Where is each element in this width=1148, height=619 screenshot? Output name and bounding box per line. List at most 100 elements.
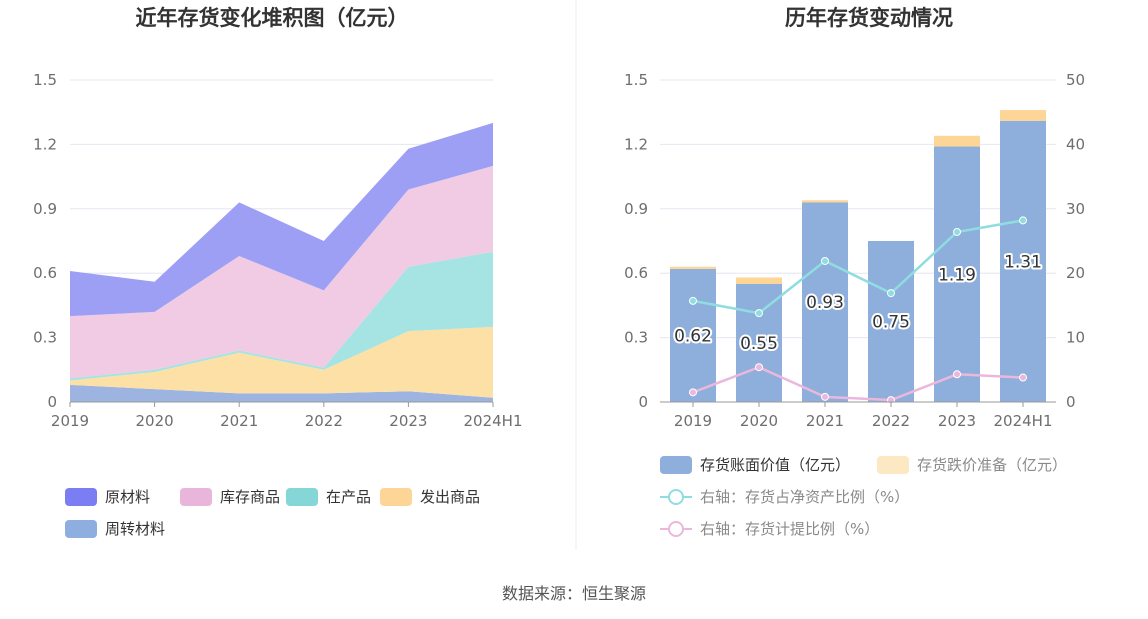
data-source-note: 数据来源：恒生聚源	[501, 584, 646, 603]
left-y-tick-label: 1.2	[33, 135, 57, 153]
right-y-tick-label: 0.3	[624, 329, 648, 347]
bar-存货账面价值（亿元）	[934, 146, 980, 402]
area-原材料	[70, 122, 493, 317]
bar-存货账面价值（亿元）	[868, 241, 914, 402]
line-point-右轴：存货占净资产比例（%）	[887, 289, 895, 298]
area-在产品	[70, 251, 493, 381]
right-y2-tick-label: 30	[1066, 200, 1085, 218]
inventory-bar-line-chart: 历年存货变动情况 0.62 0.55 0.93 0.75 1.19 1.31 0 0.3 0.…	[624, 6, 1085, 538]
left-x-axis: 2019 2020 2021 2022 2023 2024H1	[51, 401, 523, 430]
right-line-series	[689, 216, 1027, 405]
bar-存货跌价准备（亿元）	[1000, 110, 1046, 121]
legend-label-存货账面价值（亿元）: 存货账面价值（亿元）	[700, 456, 850, 474]
legend-swatch-在产品	[286, 488, 318, 506]
line-point-右轴：存货计提比例（%）	[689, 388, 697, 397]
right-x-tick-label: 2019	[674, 412, 712, 430]
bar-value-label: 0.93	[806, 293, 844, 313]
left-y-tick-label: 0.6	[33, 264, 57, 282]
bar-存货跌价准备（亿元）	[802, 200, 848, 203]
right-y-tick-label: 1.5	[624, 71, 648, 89]
right-y-tick-label: 0	[638, 393, 648, 411]
bar-存货跌价准备（亿元）	[736, 277, 782, 284]
legend-swatch-发出商品	[380, 488, 412, 506]
legend-label-右轴：存货占净资产比例（%）: 右轴：存货占净资产比例（%）	[700, 488, 909, 506]
right-y2-tick-label: 0	[1066, 393, 1076, 411]
right-x-tick-label: 2023	[938, 412, 976, 430]
area-库存商品	[70, 165, 493, 379]
legend-swatch-存货账面价值（亿元）	[660, 456, 692, 474]
right-x-tick-label: 2024H1	[994, 412, 1053, 430]
bar-存货账面价值（亿元）	[736, 283, 782, 402]
line-point-右轴：存货计提比例（%）	[821, 392, 829, 401]
line-point-右轴：存货计提比例（%）	[953, 370, 961, 379]
left-x-tick-label: 2020	[136, 412, 174, 430]
right-y2-tick-label: 50	[1066, 71, 1085, 89]
bar-存货账面价值（亿元）	[802, 202, 848, 402]
line-point-右轴：存货计提比例（%）	[1019, 373, 1027, 382]
right-x-axis: 2019 2020 2021 2022 2023 2024H1	[660, 401, 1056, 430]
legend-label-原材料: 原材料	[105, 488, 150, 506]
line-point-右轴：存货占净资产比例（%）	[755, 309, 763, 318]
left-y-tick-label: 0.9	[33, 200, 57, 218]
bar-value-label: 0.75	[872, 313, 910, 333]
right-y-axis-right: 0 10 20 30 40 50	[1066, 71, 1085, 411]
right-legend: 存货账面价值（亿元） 存货跌价准备（亿元） 右轴：存货占净资产比例（%） 右轴：存货计…	[660, 456, 1067, 538]
left-x-tick-label: 2021	[220, 412, 258, 430]
legend-label-库存商品: 库存商品	[220, 488, 280, 506]
left-y-tick-label: 1.5	[33, 71, 57, 89]
left-y-axis: 0 0.3 0.6 0.9 1.2 1.5	[33, 71, 57, 411]
left-x-tick-label: 2024H1	[464, 412, 523, 430]
right-y-tick-label: 0.6	[624, 264, 648, 282]
bar-存货账面价值（亿元）	[670, 268, 716, 402]
legend-marker-右轴：存货占净资产比例（%）	[668, 489, 684, 505]
legend-swatch-存货跌价准备（亿元）	[877, 456, 909, 474]
right-y2-tick-label: 20	[1066, 264, 1085, 282]
bar-value-label: 0.62	[674, 326, 712, 346]
right-bar-series	[670, 110, 1046, 402]
left-x-tick-label: 2022	[305, 412, 343, 430]
right-x-tick-label: 2020	[740, 412, 778, 430]
right-y2-tick-label: 10	[1066, 329, 1085, 347]
right-chart-title: 历年存货变动情况	[785, 6, 953, 30]
left-x-tick-label: 2023	[389, 412, 427, 430]
left-y-tick-label: 0	[47, 393, 57, 411]
bar-存货跌价准备（亿元）	[670, 266, 716, 269]
stacked-area-chart: 近年存货变化堆积图（亿元） 00.30.60.91.21.5 2019 2020 2…	[33, 6, 523, 538]
line-point-右轴：存货占净资产比例（%）	[1019, 216, 1027, 225]
legend-label-发出商品: 发出商品	[420, 488, 480, 506]
legend-swatch-库存商品	[180, 488, 212, 506]
right-x-tick-label: 2021	[806, 412, 844, 430]
left-y-tick-label: 0.3	[33, 329, 57, 347]
right-x-tick-label: 2022	[872, 412, 910, 430]
bar-存货跌价准备（亿元）	[934, 135, 980, 147]
right-y-tick-label: 1.2	[624, 135, 648, 153]
legend-marker-右轴：存货计提比例（%）	[668, 521, 684, 537]
line-右轴：存货占净资产比例（%）	[692, 219, 1024, 315]
right-y-tick-label: 0.9	[624, 200, 648, 218]
bar-value-label: 1.19	[938, 265, 976, 285]
area-发出商品	[70, 326, 493, 398]
line-point-右轴：存货占净资产比例（%）	[953, 227, 961, 236]
right-gridlines	[660, 79, 1056, 339]
right-y2-tick-label: 40	[1066, 135, 1085, 153]
left-area-series	[70, 122, 493, 402]
legend-label-在产品: 在产品	[326, 488, 371, 506]
right-bar-labels: 0.62 0.55 0.93 0.75 1.19 1.31	[672, 250, 1044, 356]
line-point-右轴：存货占净资产比例（%）	[689, 296, 697, 305]
bar-value-label: 1.31	[1004, 252, 1042, 272]
left-x-tick-label: 2019	[51, 412, 89, 430]
left-chart-title: 近年存货变化堆积图（亿元）	[136, 6, 409, 30]
legend-label-存货跌价准备（亿元）: 存货跌价准备（亿元）	[917, 456, 1067, 474]
legend-swatch-原材料	[65, 488, 97, 506]
bar-value-label: 0.55	[740, 334, 778, 354]
legend-label-右轴：存货计提比例（%）: 右轴：存货计提比例（%）	[700, 520, 879, 538]
line-point-右轴：存货计提比例（%）	[755, 363, 763, 372]
bar-存货账面价值（亿元）	[1000, 120, 1046, 402]
legend-swatch-周转材料	[65, 520, 97, 538]
line-右轴：存货计提比例（%）	[692, 365, 1024, 402]
legend-label-周转材料: 周转材料	[105, 520, 165, 538]
right-y-axis-left: 0 0.3 0.6 0.9 1.2 1.5	[624, 71, 648, 411]
line-point-右轴：存货占净资产比例（%）	[821, 256, 829, 265]
